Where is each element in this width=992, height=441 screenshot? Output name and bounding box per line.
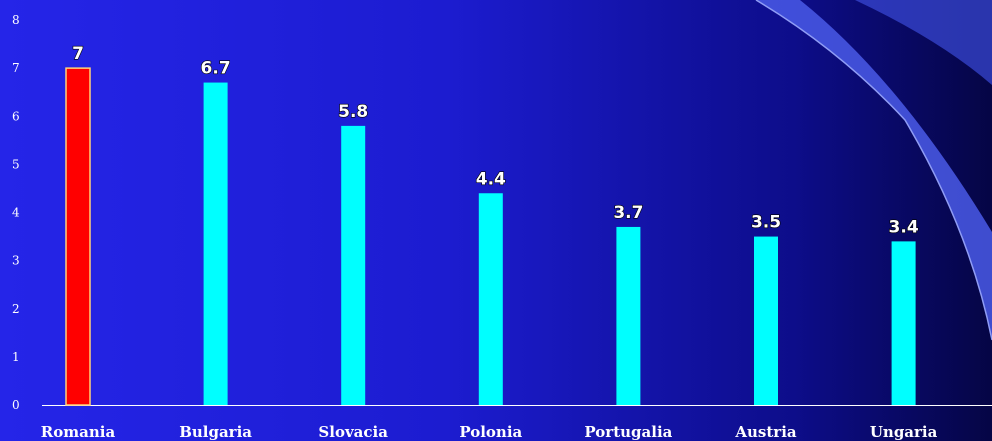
- y-tick-label: 1: [12, 350, 20, 364]
- bar-slovacia: [341, 125, 366, 405]
- bar-bulgaria: [203, 82, 228, 405]
- category-label-polonia: Polonia: [459, 423, 522, 441]
- category-label-slovacia: Slovacia: [318, 423, 388, 441]
- bar-romania: [65, 67, 91, 406]
- value-label-portugalia: 3.7: [613, 203, 643, 223]
- y-tick-label: 4: [12, 206, 20, 220]
- bars: [65, 67, 916, 406]
- y-tick-label: 8: [12, 13, 20, 27]
- bar-portugalia: [616, 226, 641, 405]
- category-label-portugalia: Portugalia: [584, 423, 672, 441]
- value-label-polonia: 4.4: [476, 169, 506, 189]
- bar-ungaria: [891, 241, 916, 405]
- value-label-austria: 3.5: [751, 213, 781, 233]
- category-label-bulgaria: Bulgaria: [179, 423, 252, 441]
- category-label-austria: Austria: [734, 423, 797, 441]
- bar-polonia: [478, 193, 503, 405]
- y-tick-label: 7: [12, 61, 20, 75]
- y-tick-label: 3: [12, 254, 20, 268]
- value-label-ungaria: 3.4: [889, 217, 919, 237]
- y-tick-label: 6: [12, 109, 20, 123]
- category-labels: Romania Bulgaria Slovacia Polonia Portugalia…: [41, 423, 938, 441]
- category-label-romania: Romania: [41, 423, 116, 441]
- value-label-slovacia: 5.8: [338, 102, 368, 122]
- data-labels: 7 6.7 5.8 4.4 3.7 3.5 3.4: [71, 44, 919, 238]
- bar-austria: [754, 236, 778, 405]
- value-label-bulgaria: 6.7: [201, 59, 231, 79]
- value-label-romania: 7: [72, 44, 84, 64]
- y-tick-label: 5: [12, 157, 20, 171]
- decorative-swoosh: [755, 0, 992, 341]
- y-axis-ticks: 0 1 2 3 4 5 6 7 8: [12, 13, 20, 412]
- category-label-ungaria: Ungaria: [870, 423, 938, 441]
- y-tick-label: 0: [12, 398, 20, 412]
- y-tick-label: 2: [12, 302, 20, 316]
